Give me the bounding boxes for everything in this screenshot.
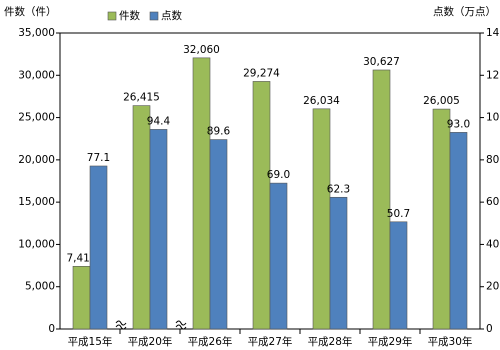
bar xyxy=(89,165,108,330)
bar xyxy=(269,182,288,330)
data-label: 30,627 xyxy=(363,56,400,68)
legend-label: 点数 xyxy=(161,9,182,22)
legend-swatch xyxy=(107,11,117,21)
x-tick-label: 平成29年 xyxy=(368,335,413,348)
x-tick-label: 平成20年 xyxy=(128,335,173,348)
y2-tick-label: 40 xyxy=(486,238,499,250)
x-tick-label: 平成28年 xyxy=(308,335,353,348)
data-label: 7,412 xyxy=(66,252,96,264)
data-label: 29,274 xyxy=(243,67,280,79)
bar xyxy=(449,132,468,330)
bar xyxy=(72,266,91,330)
y-tick-label: 25,000 xyxy=(18,112,55,124)
y-tick-label: 20,000 xyxy=(18,154,55,166)
bar xyxy=(209,139,228,330)
bar xyxy=(192,57,211,330)
bar xyxy=(372,69,391,330)
bar xyxy=(432,108,451,330)
data-label: 26,415 xyxy=(123,92,160,104)
data-label: 69.0 xyxy=(267,169,290,181)
x-tick-label: 平成30年 xyxy=(428,335,473,348)
y-tick-label: 0 xyxy=(48,323,55,335)
axis-break xyxy=(115,320,127,330)
bar xyxy=(329,196,348,330)
y-tick-label: 35,000 xyxy=(18,27,55,39)
y2-tick-label: 60 xyxy=(486,196,499,208)
data-label: 89.6 xyxy=(207,126,231,138)
bar xyxy=(312,108,331,330)
data-label: 50.7 xyxy=(387,208,410,220)
data-label: 93.0 xyxy=(447,118,470,130)
bar xyxy=(389,221,408,330)
y2-tick-label: 80 xyxy=(486,154,499,166)
bar xyxy=(132,105,151,330)
y-tick-label: 30,000 xyxy=(18,69,55,81)
bar xyxy=(149,129,168,330)
y-tick-label: 15,000 xyxy=(18,196,55,208)
y2-tick-label: 100 xyxy=(486,112,500,124)
data-label: 26,005 xyxy=(423,95,460,107)
y2-tick-label: 20 xyxy=(486,281,499,293)
y2-tick-label: 0 xyxy=(486,323,493,335)
y2-axis-title: 点数（万点） xyxy=(433,5,496,18)
y2-tick-label: 120 xyxy=(486,69,500,81)
y2-tick-label: 140 xyxy=(486,27,500,39)
legend-swatch xyxy=(149,11,159,21)
data-label: 94.4 xyxy=(147,115,171,127)
x-tick-label: 平成26年 xyxy=(188,335,233,348)
data-label: 62.3 xyxy=(327,183,350,195)
y-axis-title: 件数（件） xyxy=(4,5,57,18)
data-label: 26,034 xyxy=(303,95,340,107)
data-label: 32,060 xyxy=(183,44,220,56)
x-tick-label: 平成27年 xyxy=(248,335,293,348)
axis-break xyxy=(175,320,187,330)
x-tick-label: 平成15年 xyxy=(68,335,113,348)
legend-label: 件数 xyxy=(119,9,140,22)
y-tick-label: 5,000 xyxy=(25,281,55,293)
y-tick-label: 10,000 xyxy=(18,238,55,250)
bar xyxy=(252,81,271,330)
data-label: 77.1 xyxy=(87,152,110,164)
